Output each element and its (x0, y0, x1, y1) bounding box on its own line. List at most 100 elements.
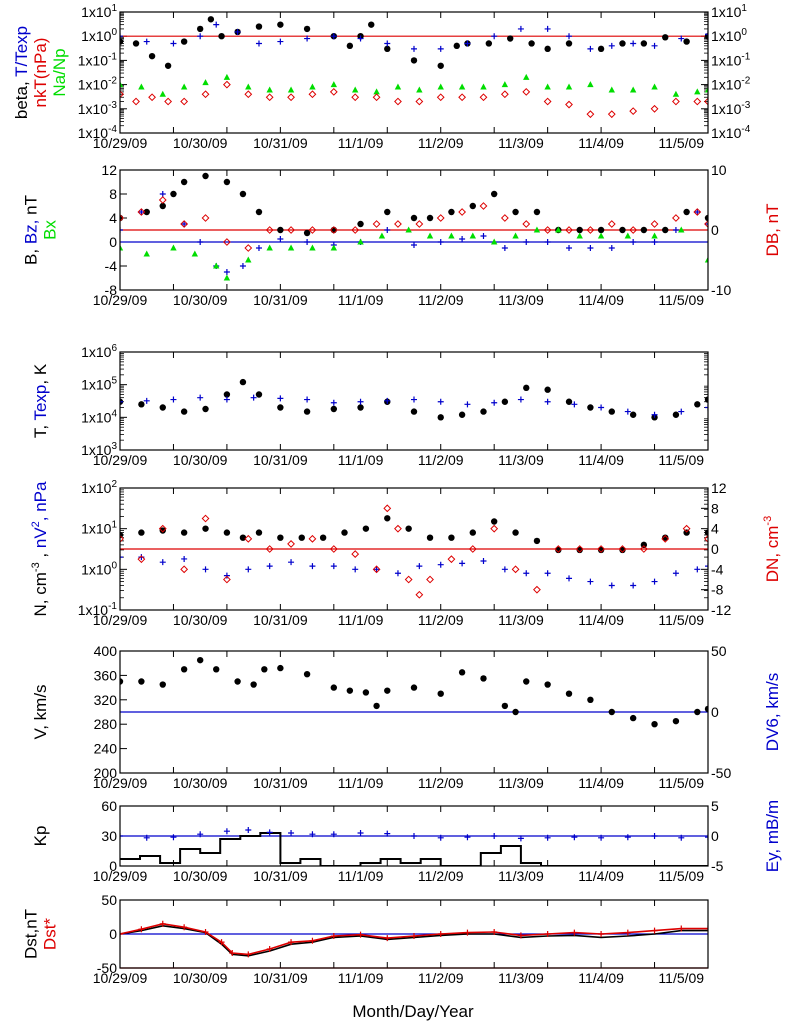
axis-label-part: nT (22, 195, 41, 215)
data-point (224, 529, 230, 535)
data-point (630, 715, 636, 721)
right-tick-label: 50 (711, 643, 727, 659)
right-tick-label: 12 (711, 480, 727, 496)
tick-exponent: 1 (111, 3, 117, 14)
date-tick-label: 11/3/09 (498, 612, 544, 628)
left-tick-label: 12 (101, 162, 117, 178)
data-point (331, 227, 337, 233)
data-point (363, 689, 369, 695)
y-axis-label: N, cm-3 , nV2, nPa (30, 481, 50, 617)
axis-label-part: DV6, km/s (763, 673, 782, 751)
right-y-axis-label: Ey, mB/m (763, 800, 782, 872)
tick-mantissa: -4 (105, 258, 118, 274)
right-tick-label: -10 (711, 282, 731, 298)
data-point (341, 529, 347, 535)
axis-label-part: -3 (762, 516, 774, 526)
tick-exponent: -2 (108, 76, 117, 87)
data-point (181, 179, 187, 185)
date-tick-label: 11/3/09 (498, 868, 544, 884)
axis-label-part: DN, cm (763, 526, 782, 583)
date-tick-label: 11/1/09 (338, 775, 384, 791)
data-point (491, 191, 497, 197)
tick-mantissa: 1x10 (81, 344, 112, 360)
data-point (347, 687, 353, 693)
right-tick-label: 5 (711, 798, 719, 814)
axis-label-line: Na/Np (50, 48, 69, 96)
data-point (694, 709, 700, 715)
data-point (619, 227, 625, 233)
data-point (405, 525, 411, 531)
right-tick-label: -8 (711, 582, 724, 598)
right-tick-label: 0 (711, 828, 719, 844)
data-point (373, 703, 379, 709)
data-point (587, 404, 593, 410)
date-tick-label: 10/30/09 (173, 868, 228, 884)
data-point (662, 227, 668, 233)
tick-mantissa: 10 (711, 162, 727, 178)
data-point (673, 412, 679, 418)
data-point (438, 691, 444, 697)
data-point (523, 678, 529, 684)
tick-mantissa: 1x10 (81, 377, 112, 393)
date-tick-label: 11/1/09 (338, 868, 384, 884)
date-tick-label: 10/29/09 (93, 970, 148, 986)
tick-exponent: -1 (108, 601, 117, 612)
axis-label-part: T, (31, 421, 50, 439)
date-tick-label: 10/30/09 (173, 452, 228, 468)
data-point (523, 385, 529, 391)
tick-exponent: -2 (741, 76, 750, 87)
data-point (438, 414, 444, 420)
data-point (357, 221, 363, 227)
data-point (277, 404, 283, 410)
data-point (566, 399, 572, 405)
axis-label-line: Bx (41, 220, 60, 240)
data-point (218, 33, 224, 39)
tick-mantissa: 1x10 (81, 28, 112, 44)
right-tick-label: 0 (711, 541, 719, 557)
data-point (427, 534, 433, 540)
axis-label-line: DN, cm-3 (762, 516, 782, 582)
tick-mantissa: 0 (711, 541, 719, 557)
tick-mantissa: 1x10 (78, 77, 109, 93)
tick-mantissa: 1x10 (711, 125, 742, 141)
axis-label-line: Ey, mB/m (763, 800, 782, 872)
data-point (683, 209, 689, 215)
date-tick-label: 11/5/09 (658, 612, 704, 628)
data-point (170, 191, 176, 197)
date-tick-label: 11/1/09 (338, 292, 384, 308)
date-tick-label: 11/2/09 (418, 970, 464, 986)
right-tick-label: 0 (711, 704, 719, 720)
axis-label-part: nkT(nPa) (31, 38, 50, 108)
tick-exponent: 1 (111, 520, 117, 531)
tick-mantissa: 5 (711, 798, 719, 814)
tick-mantissa: 4 (711, 521, 719, 537)
tick-mantissa: 1x10 (711, 101, 742, 117)
tick-mantissa: -8 (711, 582, 724, 598)
date-tick-label: 10/29/09 (93, 135, 148, 151)
date-tick-label: 10/31/09 (253, 868, 308, 884)
tick-mantissa: -5 (711, 858, 724, 874)
data-point (331, 406, 337, 412)
data-point (363, 525, 369, 531)
data-point (181, 408, 187, 414)
tick-mantissa: 1x10 (78, 101, 109, 117)
axis-label-part: , nPa (31, 481, 50, 521)
data-point (438, 63, 444, 69)
date-tick-label: 11/2/09 (418, 135, 464, 151)
date-tick-label: 11/4/09 (578, 970, 624, 986)
tick-mantissa: 1x10 (81, 561, 112, 577)
data-point (673, 718, 679, 724)
data-point (347, 43, 353, 49)
right-tick-label: -50 (711, 765, 731, 781)
axis-label-line: DB, nT (763, 204, 782, 257)
data-point (384, 515, 390, 521)
axis-label-line: Dst,nT (22, 909, 41, 959)
right-tick-label: -4 (711, 561, 724, 577)
tick-mantissa: 1x10 (711, 52, 742, 68)
figure: 1x10-41x10-31x10-21x10-11x1001x1011x10-4… (0, 0, 791, 1024)
axis-label-line: nkT(nPa) (31, 38, 50, 108)
date-tick-label: 10/31/09 (253, 292, 308, 308)
data-point (384, 46, 390, 52)
data-point (694, 401, 700, 407)
data-point (256, 529, 262, 535)
